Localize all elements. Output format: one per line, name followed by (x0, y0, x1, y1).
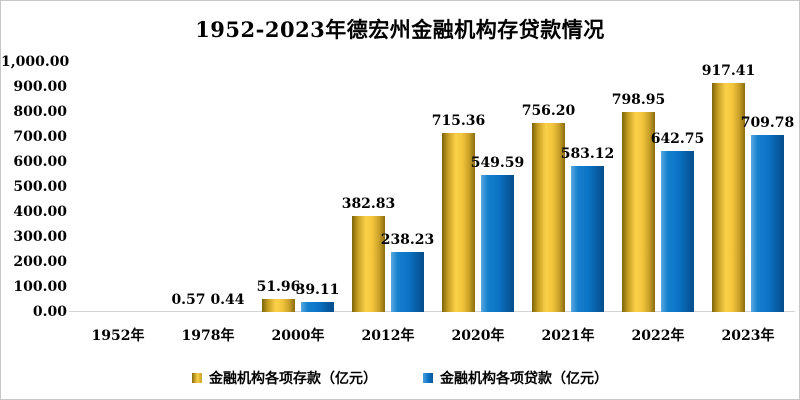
bar-loan (301, 302, 334, 312)
bar-loan (481, 174, 514, 312)
legend-item: 金融机构各项存款（亿元） (192, 368, 377, 388)
y-tick-label: 500.00 (13, 179, 67, 195)
y-tick-label: 300.00 (13, 229, 67, 245)
y-tick-label: 1,000.00 (1, 54, 70, 70)
x-category-label: 2000年 (271, 328, 325, 344)
data-label: 798.95 (611, 92, 666, 109)
x-category-label: 2023年 (721, 328, 775, 344)
legend-marker-loan (423, 373, 433, 383)
bar-loan (391, 252, 424, 312)
bar-deposit (442, 133, 475, 312)
bar-deposit (622, 112, 655, 312)
y-tick-label: 800.00 (13, 104, 67, 120)
chart-title: 1952-2023年德宏州金融机构存贷款情况 (195, 17, 605, 42)
legend: 金融机构各项存款（亿元） 金融机构各项贷款（亿元） (1, 367, 799, 389)
data-label: 51.96 (256, 279, 301, 295)
data-label: 642.75 (650, 131, 705, 148)
data-label: 0.44 (210, 291, 245, 308)
data-label: 917.41 (701, 62, 756, 79)
bar-loan (661, 151, 694, 312)
x-category-label: 2020年 (451, 328, 505, 344)
y-tick-label: 900.00 (13, 79, 67, 95)
data-label: 39.11 (295, 282, 340, 299)
legend-marker-deposit (192, 373, 202, 383)
x-category-label: 1978年 (181, 328, 235, 344)
data-label: 0.57 (171, 291, 206, 308)
y-tick-label: 200.00 (13, 254, 67, 270)
y-tick-label: 400.00 (13, 204, 67, 220)
x-category-label: 2022年 (631, 328, 685, 344)
bar-loan (751, 134, 784, 312)
bar-deposit (532, 122, 565, 312)
bar-deposit (352, 216, 385, 312)
data-label: 709.78 (740, 114, 795, 131)
bar-loan (571, 166, 604, 312)
y-tick-label: 600.00 (13, 154, 67, 170)
x-axis-line (69, 311, 795, 312)
legend-label: 金融机构各项贷款（亿元） (440, 371, 608, 387)
bar-deposit (262, 299, 295, 312)
data-label: 756.20 (521, 102, 576, 119)
legend-item: 金融机构各项贷款（亿元） (423, 368, 608, 388)
data-label: 715.36 (431, 113, 486, 130)
data-label: 238.23 (380, 232, 435, 249)
y-tick-label: 100.00 (13, 279, 67, 295)
data-label: 549.59 (470, 154, 525, 171)
data-label: 583.12 (560, 146, 615, 163)
y-tick-label: 0.00 (32, 304, 67, 320)
bar-deposit (712, 82, 745, 312)
legend-label: 金融机构各项存款（亿元） (209, 371, 377, 387)
x-category-label: 2021年 (541, 328, 595, 344)
x-category-label: 1952年 (91, 328, 145, 344)
x-category-label: 2012年 (361, 328, 415, 344)
y-tick-label: 700.00 (13, 129, 67, 145)
data-label: 382.83 (341, 196, 396, 213)
